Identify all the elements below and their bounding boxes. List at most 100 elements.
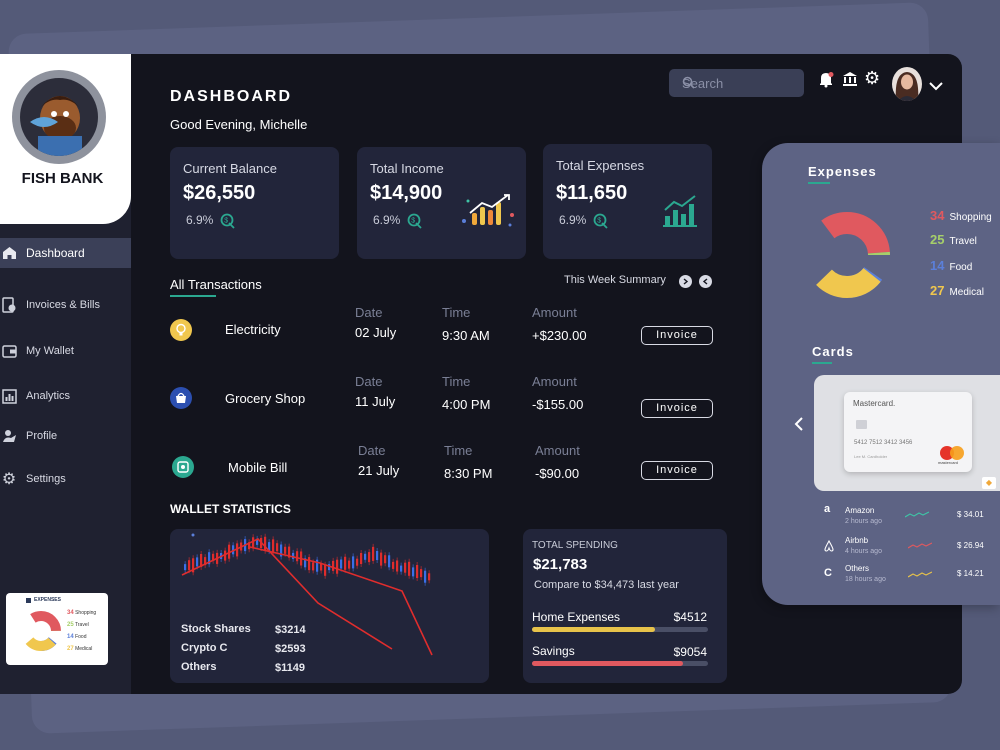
transaction-amount: -$155.00: [532, 397, 584, 412]
sidebar-item-label: My Wallet: [26, 345, 74, 357]
chevron-right-icon: [683, 278, 689, 285]
transaction-name: Grocery Shop: [225, 391, 306, 406]
card-label: Total Income: [370, 161, 444, 176]
card-percent: 6.9%: [186, 213, 214, 227]
next-arrow-button[interactable]: [679, 275, 692, 288]
invoice-button[interactable]: Invoice: [641, 461, 713, 480]
logo-area: FISH BANK: [0, 54, 131, 224]
sparkline: [908, 571, 932, 578]
income-chart-icon: [460, 193, 516, 234]
transaction-time: 9:30 AM: [442, 328, 490, 343]
tab-underline: [170, 295, 216, 297]
current-balance-card[interactable]: Current Balance $26,550 6.9% $: [170, 147, 339, 259]
date-header: Date: [355, 305, 383, 320]
stat-label: Others: [181, 661, 217, 673]
transaction-date: 21 July: [358, 463, 400, 478]
chevron-left-icon: [702, 278, 708, 285]
amazon-icon: a: [824, 503, 831, 515]
invoice-button[interactable]: Invoice: [641, 326, 713, 345]
sidebar-item-label: Profile: [26, 430, 58, 442]
sidebar-item-invoices[interactable]: Invoices & Bills: [0, 290, 131, 320]
sidebar-item-profile[interactable]: Profile: [0, 421, 131, 451]
expenses-chart-icon: [662, 194, 698, 233]
stat-label: Stock Shares: [181, 623, 251, 635]
transaction-name: Electricity: [225, 322, 281, 337]
total-income-card[interactable]: Total Income $14,900 6.9% $: [357, 147, 526, 259]
transaction-time: 4:00 PM: [442, 397, 491, 412]
stat-value: $3214: [275, 624, 306, 636]
amount-header: Amount: [532, 374, 577, 389]
expenses-donut-chart[interactable]: [802, 210, 892, 300]
recent-name: Airbnb 4 hours ago: [845, 536, 882, 555]
gear-icon[interactable]: ⚙: [864, 68, 881, 88]
stat-value: $1149: [275, 662, 305, 674]
time-header: Time: [444, 443, 473, 458]
transaction-name: Mobile Bill: [228, 460, 288, 475]
mini-legend-shopping: 34 Shopping: [67, 610, 97, 616]
mastercard-logo-text: mastercard: [938, 460, 959, 465]
growth-icon: $: [407, 213, 423, 234]
title-underline: [808, 182, 830, 184]
card-carousel[interactable]: Mastercard. 5412 7512 3412 3456 Lee M. C…: [814, 375, 1000, 491]
bank-icon[interactable]: [842, 71, 858, 92]
mini-legend-medical: 27 Medical: [67, 646, 93, 652]
page-title: DASHBOARD: [170, 88, 292, 105]
amount-header: Amount: [532, 305, 577, 320]
wallet-statistics-title: WALLET STATISTICS: [170, 502, 291, 516]
chevron-left-icon[interactable]: [794, 417, 804, 436]
transaction-time: 8:30 PM: [444, 466, 493, 481]
sidebar-item-settings[interactable]: ⚙ Settings: [0, 464, 131, 494]
svg-text:$: $: [224, 218, 228, 225]
expenses-title: Expenses: [808, 164, 877, 179]
mastercard-card[interactable]: Mastercard. 5412 7512 3412 3456 Lee M. C…: [844, 392, 972, 472]
logo-icon: [12, 70, 106, 164]
sparkline: [905, 511, 929, 518]
greeting: Good Evening, Michelle: [170, 117, 308, 132]
spending-bar-value: $4512: [673, 610, 707, 624]
amount-header: Amount: [535, 443, 580, 458]
card-chip: [856, 420, 867, 429]
invoice-icon: [1, 297, 17, 313]
prev-arrow-button[interactable]: [699, 275, 712, 288]
total-spending-card[interactable]: TOTAL SPENDING $21,783 Compare to $34,47…: [523, 529, 727, 683]
search-input[interactable]: Search: [669, 69, 804, 97]
sidebar-item-label: Dashboard: [26, 246, 85, 260]
stat-value: $2593: [275, 643, 306, 655]
mini-widget-title: EXPENSES: [34, 597, 61, 603]
recent-amount: $ 26.94: [957, 541, 984, 550]
invoice-button[interactable]: Invoice: [641, 399, 713, 418]
time-header: Time: [442, 305, 471, 320]
airbnb-icon: [824, 540, 834, 552]
shopping-basket-icon: [170, 387, 192, 409]
mini-legend-food: 14 Food: [67, 634, 87, 640]
total-expenses-card[interactable]: Total Expenses $11,650 6.9% $: [543, 144, 712, 259]
chevron-down-icon[interactable]: [929, 78, 943, 96]
progress-fill: [532, 627, 656, 632]
progress-fill: [532, 661, 684, 666]
wallet-stats-chart[interactable]: Stock Shares $3214 Crypto C $2593 Others…: [170, 529, 489, 683]
sidebar-item-dashboard[interactable]: Dashboard: [0, 238, 131, 268]
recent-name: Others 18 hours ago: [845, 564, 886, 583]
spending-bar-value: $9054: [673, 645, 707, 659]
search-icon[interactable]: [682, 76, 790, 92]
analytics-icon: [1, 388, 17, 404]
transactions-title: All Transactions: [170, 277, 262, 292]
card-badge-icon: ◆: [982, 477, 996, 489]
sidebar-item-analytics[interactable]: Analytics: [0, 381, 131, 411]
notification-bell-icon[interactable]: [818, 71, 835, 93]
others-icon: C: [824, 567, 832, 579]
svg-text:$: $: [411, 218, 415, 225]
spending-value: $21,783: [533, 556, 588, 573]
lightbulb-icon: [170, 319, 192, 341]
expenses-cards-panel: Expenses 34 Shopping 25 Travel 14 Food 27 Me…: [762, 143, 1000, 605]
mini-expenses-widget[interactable]: EXPENSES 34 Shopping 25 Travel 14 Food 2…: [6, 593, 108, 665]
stat-label: Crypto C: [181, 642, 228, 654]
settings-icon: ⚙: [1, 471, 17, 488]
avatar[interactable]: [892, 67, 922, 101]
spending-bar-label: Savings: [532, 644, 575, 658]
time-header: Time: [442, 374, 471, 389]
recent-amount: $ 14.21: [957, 569, 984, 578]
svg-text:$: $: [597, 218, 601, 225]
card-value: $11,650: [556, 182, 628, 204]
sidebar-item-wallet[interactable]: My Wallet: [0, 336, 131, 366]
